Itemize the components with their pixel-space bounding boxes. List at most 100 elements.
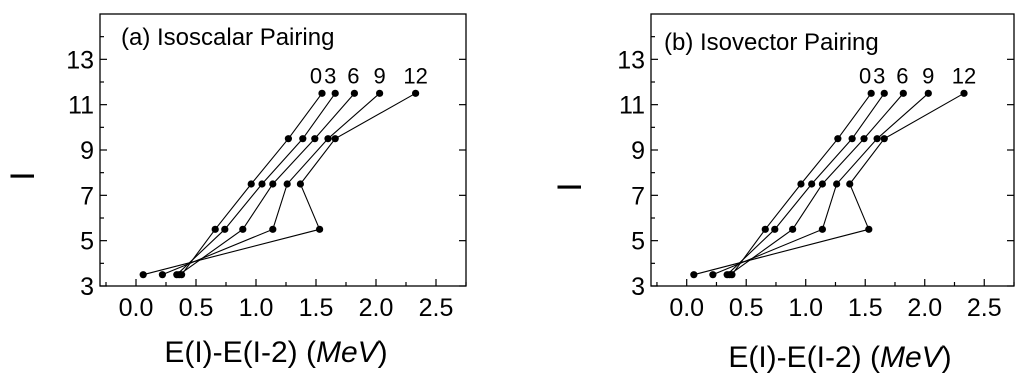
data-point-12 (865, 225, 873, 233)
y-axis-ticks: 3 5 7 9 11 13 (617, 36, 1014, 301)
y-axis-label: I (551, 182, 589, 191)
y-tick-label: 3 (631, 273, 645, 301)
data-point-6 (350, 89, 358, 97)
panel-title: (b) Isovector Pairing (664, 29, 879, 56)
y-tick-label: 13 (617, 46, 645, 74)
data-point-6 (269, 180, 277, 188)
series-line-12 (143, 92, 416, 276)
data-point-3 (848, 135, 856, 143)
series-label-6: 6 (896, 63, 908, 88)
series-labels: 0 3 6 9 12 (310, 63, 428, 88)
data-point-0 (211, 225, 219, 233)
data-point-12 (296, 180, 304, 188)
series-line-12 (693, 92, 965, 276)
y-tick-label: 13 (66, 46, 94, 74)
series-label-12: 12 (952, 63, 976, 88)
plot-area (139, 89, 420, 279)
data-point-3 (771, 225, 779, 233)
series-label-9: 9 (922, 63, 934, 88)
x-axis-ticks: 0.0 0.5 1.0 1.5 2.0 2.5 (105, 279, 467, 322)
series-label-0: 0 (859, 63, 871, 88)
data-point-9 (818, 225, 826, 233)
plot-frame (99, 13, 467, 287)
series-line-3 (176, 93, 336, 276)
y-tick-label: 5 (631, 228, 645, 256)
data-point-12 (139, 271, 147, 279)
data-point-3 (808, 180, 816, 188)
panel-isovector: (b) Isovector Pairing I E(I)-E(I-2) (MeV… (551, 13, 1015, 374)
x-axis-label-main: E(I)-E(I-2) ( (728, 341, 880, 374)
data-point-12 (331, 135, 339, 143)
data-point-9 (833, 180, 841, 188)
x-tick-label: 2.5 (967, 294, 1002, 322)
data-point-9 (158, 271, 166, 279)
panel-isoscalar: (a) Isoscalar Pairing I E(I)-E(I-2) (MeV… (4, 13, 467, 369)
data-point-9 (924, 89, 932, 97)
x-axis-label-main: E(I)-E(I-2) ( (164, 336, 316, 369)
data-point-0 (797, 180, 805, 188)
series-label-9: 9 (373, 63, 385, 88)
x-tick-label: 1.0 (788, 294, 823, 322)
data-point-12 (316, 225, 324, 233)
x-axis-label: E(I)-E(I-2) (MeV) (728, 341, 951, 374)
y-tick-label: 11 (68, 92, 94, 120)
y-tick-label: 9 (631, 137, 645, 165)
data-point-0 (284, 135, 292, 143)
x-tick-label: 0.5 (729, 294, 764, 322)
data-point-6 (175, 271, 183, 279)
x-axis-label-unit: MeV (880, 341, 945, 374)
data-point-9 (873, 135, 881, 143)
x-tick-label: 2.0 (907, 294, 942, 322)
series-label-3: 3 (873, 63, 885, 88)
data-point-3 (258, 180, 266, 188)
data-point-12 (960, 89, 968, 97)
x-tick-label: 0.5 (179, 294, 214, 322)
data-point-9 (376, 89, 384, 97)
x-tick-label: 1.0 (239, 294, 274, 322)
x-tick-label: 1.5 (848, 294, 883, 322)
data-point-3 (880, 89, 888, 97)
x-axis-label-close: ) (942, 341, 952, 374)
x-tick-label: 1.5 (299, 294, 334, 322)
data-point-0 (761, 225, 769, 233)
series-label-0: 0 (310, 63, 322, 88)
data-point-9 (283, 180, 291, 188)
x-tick-label: 0.0 (119, 294, 154, 322)
data-point-9 (324, 135, 332, 143)
data-point-6 (311, 135, 319, 143)
data-point-9 (709, 271, 717, 279)
y-axis-label: I (4, 171, 42, 180)
panel-title: (a) Isoscalar Pairing (121, 24, 334, 51)
data-point-0 (834, 135, 842, 143)
y-tick-label: 3 (80, 273, 94, 301)
y-tick-label: 5 (80, 228, 94, 256)
data-point-0 (867, 89, 875, 97)
data-point-12 (846, 180, 854, 188)
x-axis-label-unit: MeV (316, 336, 381, 369)
y-axis-ticks: 3 5 7 9 11 13 (66, 36, 466, 301)
data-point-12 (412, 89, 420, 97)
y-tick-label: 7 (80, 182, 94, 210)
data-point-6 (899, 89, 907, 97)
data-point-3 (221, 225, 229, 233)
y-tick-label: 9 (80, 137, 94, 165)
series-label-6: 6 (347, 63, 359, 88)
data-point-6 (725, 271, 734, 279)
series-label-12: 12 (403, 63, 427, 88)
data-point-3 (299, 135, 307, 143)
data-point-9 (269, 225, 277, 233)
plot-area (690, 89, 968, 279)
data-point-6 (239, 225, 247, 233)
data-point-0 (247, 180, 255, 188)
x-tick-label: 2.0 (359, 294, 394, 322)
x-axis-ticks: 0.0 0.5 1.0 1.5 2.0 2.5 (656, 279, 1015, 322)
x-tick-label: 2.5 (419, 294, 454, 322)
data-point-3 (331, 89, 339, 97)
x-axis-label: E(I)-E(I-2) (MeV) (164, 336, 387, 369)
data-point-6 (789, 225, 797, 233)
data-point-0 (318, 89, 326, 97)
series-labels: 0 3 6 9 12 (859, 63, 976, 88)
data-point-12 (880, 135, 888, 143)
x-axis-label-close: ) (378, 336, 388, 369)
